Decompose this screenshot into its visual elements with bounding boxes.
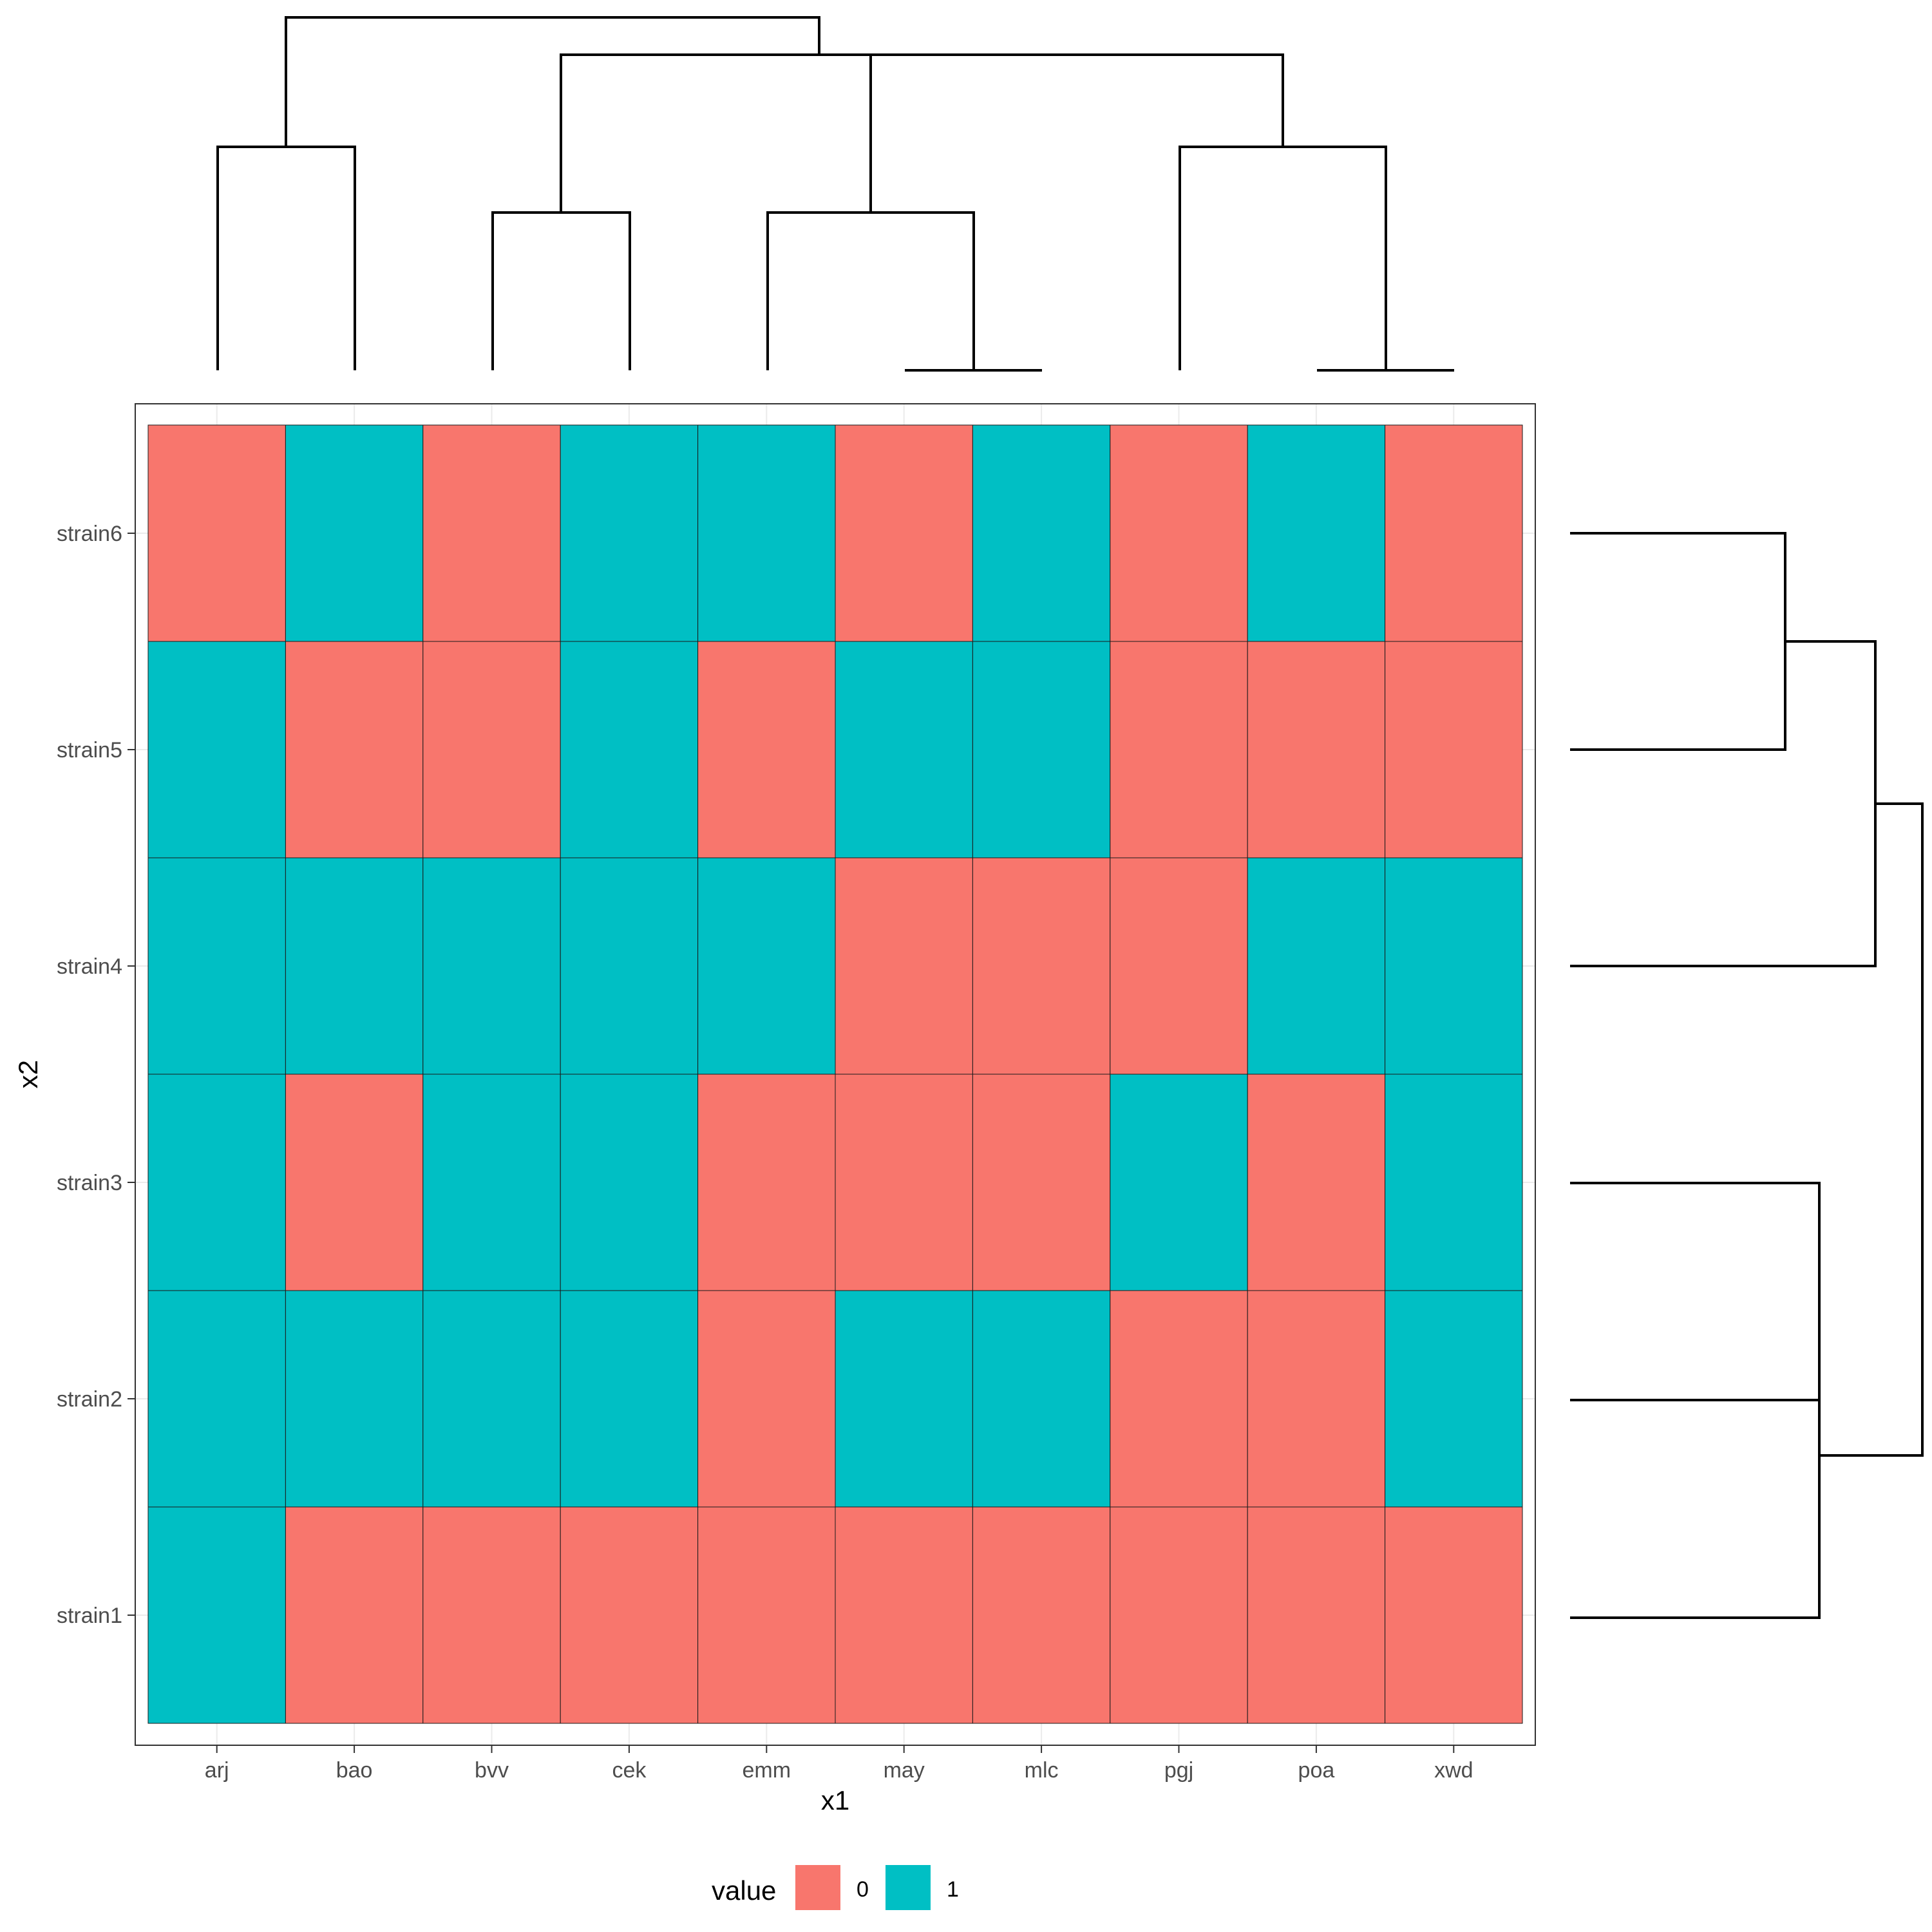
x-tick-label-xwd: xwd (1434, 1758, 1473, 1783)
col-dendro-mid (560, 53, 1284, 213)
tile-strain5-pgj (1110, 641, 1248, 858)
legend-key-0 (795, 1865, 840, 1910)
tile-strain6-bvv (422, 424, 561, 642)
tile-strain1-may (835, 1506, 973, 1724)
tile-strain4-bvv (422, 857, 561, 1075)
y-axis-title: x2 (13, 1060, 43, 1088)
tile-strain5-poa (1247, 641, 1386, 858)
tile-strain5-cek (560, 641, 699, 858)
column-dendrogram (216, 16, 1454, 372)
tile-strain1-xwd (1385, 1506, 1523, 1724)
tile-strain4-arj (147, 857, 286, 1075)
x-tick-label-pgj: pgj (1164, 1758, 1193, 1783)
x-tick-label-emm: emm (743, 1758, 791, 1783)
legend: value 0 1 (712, 1865, 959, 1910)
row-dendrogram (1570, 532, 1924, 1619)
tile-strain3-bvv (422, 1074, 561, 1291)
row-dendro-strain1-strain2-strain3 (1570, 1182, 1821, 1619)
tile-strain3-may (835, 1074, 973, 1291)
x-tick-label-may: may (884, 1758, 925, 1783)
y-tick-label-strain6: strain6 (57, 522, 122, 546)
tile-strain4-emm (697, 857, 836, 1075)
x-tick-label-poa: poa (1298, 1758, 1335, 1783)
tile-strain4-cek (560, 857, 699, 1075)
x-tick-label-cek: cek (612, 1758, 647, 1783)
tile-strain4-pgj (1110, 857, 1248, 1075)
tile-strain6-arj (147, 424, 286, 642)
y-tick-label-strain2: strain2 (57, 1387, 122, 1412)
tile-strain3-emm (697, 1074, 836, 1291)
tile-strain5-bvv (422, 641, 561, 858)
tile-strain2-may (835, 1290, 973, 1508)
tile-strain1-emm (697, 1506, 836, 1724)
tile-strain3-xwd (1385, 1074, 1523, 1291)
y-tick-label-strain3: strain3 (57, 1171, 122, 1195)
tile-strain6-poa (1247, 424, 1386, 642)
tile-strain4-xwd (1385, 857, 1523, 1075)
tile-strain3-pgj (1110, 1074, 1248, 1291)
tile-strain6-may (835, 424, 973, 642)
y-axis-ticks: strain1 strain2 strain3 strain4 strain5 strai… (57, 522, 135, 1628)
tile-strain5-may (835, 641, 973, 858)
tile-strain1-poa (1247, 1506, 1386, 1724)
x-axis-title: x1 (821, 1785, 849, 1815)
tile-strain1-pgj (1110, 1506, 1248, 1724)
tile-strain2-xwd (1385, 1290, 1523, 1508)
tile-strain2-arj (147, 1290, 286, 1508)
legend-label-1: 1 (947, 1877, 959, 1902)
x-tick-label-bvv: bvv (475, 1758, 509, 1783)
row-dendro-root (1819, 802, 1924, 1457)
x-tick-label-mlc: mlc (1025, 1758, 1059, 1783)
tile-strain6-bao (285, 424, 424, 642)
tile-strain5-mlc (972, 641, 1111, 858)
tile-strain3-mlc (972, 1074, 1111, 1291)
x-tick-label-bao: bao (336, 1758, 373, 1783)
tile-strain5-arj (147, 641, 286, 858)
tile-strain1-bao (285, 1506, 424, 1724)
tile-strain6-emm (697, 424, 836, 642)
legend-title: value (712, 1875, 776, 1906)
tile-strain2-pgj (1110, 1290, 1248, 1508)
panel-border (135, 403, 1536, 1746)
tile-strain4-may (835, 857, 973, 1075)
tile-strain2-mlc (972, 1290, 1111, 1508)
tile-strain4-bao (285, 857, 424, 1075)
tile-strain3-bao (285, 1074, 424, 1291)
x-axis-ticks: arj bao bvv cek emm may mlc pgj poa xwd (205, 1745, 1473, 1783)
y-tick-label-strain4: strain4 (57, 954, 122, 979)
tile-strain3-cek (560, 1074, 699, 1291)
col-dendro-root (285, 16, 820, 147)
tile-strain6-xwd (1385, 424, 1523, 642)
tile-strain6-pgj (1110, 424, 1248, 642)
tile-strain5-bao (285, 641, 424, 858)
tile-strain3-arj (147, 1074, 286, 1291)
tile-strain1-cek (560, 1506, 699, 1724)
tile-strain1-mlc (972, 1506, 1111, 1724)
tile-strain3-poa (1247, 1074, 1386, 1291)
legend-label-0: 0 (857, 1877, 869, 1902)
tile-strain2-bao (285, 1290, 424, 1508)
heatmap-tiles (147, 424, 1523, 1724)
tile-strain4-mlc (972, 857, 1111, 1075)
legend-key-1 (886, 1865, 931, 1910)
x-tick-label-arj: arj (205, 1758, 229, 1783)
tile-strain2-poa (1247, 1290, 1386, 1508)
tile-strain6-mlc (972, 424, 1111, 642)
tile-strain1-bvv (422, 1506, 561, 1724)
tile-strain2-emm (697, 1290, 836, 1508)
tile-strain1-arj (147, 1506, 286, 1724)
tile-strain5-emm (697, 641, 836, 858)
tile-strain2-cek (560, 1290, 699, 1508)
y-tick-label-strain5: strain5 (57, 738, 122, 762)
tile-strain2-bvv (422, 1290, 561, 1508)
y-tick-label-strain1: strain1 (57, 1604, 122, 1628)
tile-strain5-xwd (1385, 641, 1523, 858)
tile-strain6-cek (560, 424, 699, 642)
tile-strain4-poa (1247, 857, 1386, 1075)
